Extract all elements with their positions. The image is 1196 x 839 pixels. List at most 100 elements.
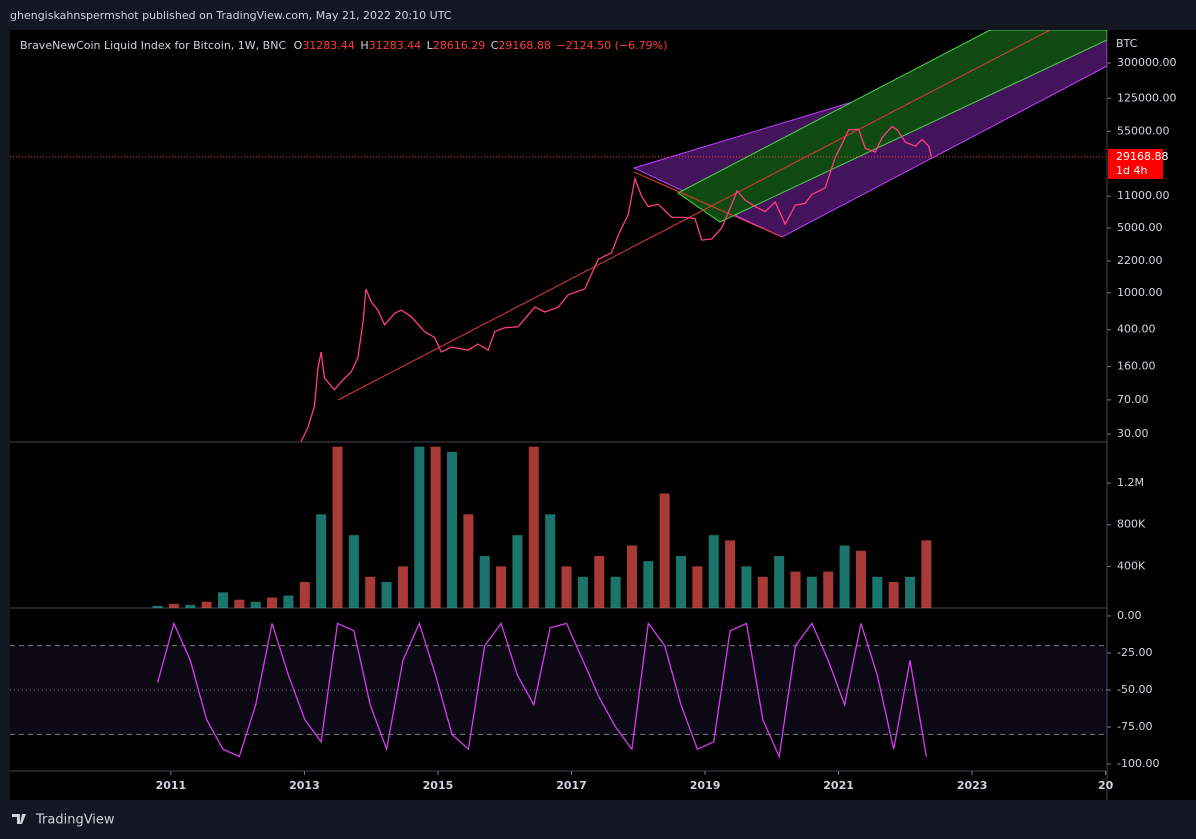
volume-bar <box>659 493 670 608</box>
volume-bar <box>741 566 752 608</box>
price-pane <box>10 125 1107 442</box>
volume-bar <box>872 576 883 608</box>
y-tick-label: 300000.00 <box>1117 56 1177 69</box>
volume-bar <box>447 451 458 608</box>
y-tick-label: 55000.00 <box>1117 124 1170 137</box>
pitchfork-handle <box>633 171 783 238</box>
volume-bar <box>921 540 932 608</box>
x-tick-label: 2023 <box>957 779 988 792</box>
y-tick-label: 11000.00 <box>1117 189 1170 202</box>
volume-bar <box>250 601 261 608</box>
volume-bar <box>168 603 179 608</box>
volume-bar <box>725 540 736 608</box>
y-tick-label: 160.00 <box>1117 360 1156 373</box>
publisher: ghengiskahnspermshot published on Tradin… <box>10 9 452 22</box>
volume-bar <box>839 545 850 608</box>
volume-bar <box>545 514 556 608</box>
volume-bar <box>283 595 294 608</box>
y-tick-label: 1000.00 <box>1117 286 1163 299</box>
volume-bar <box>528 446 539 608</box>
volume-pane <box>152 446 932 608</box>
y-tick-label: 0.00 <box>1117 609 1142 622</box>
currency: BTC <box>1116 37 1138 50</box>
volume-bar <box>905 576 916 608</box>
series-line <box>156 621 928 759</box>
volume-bar <box>397 566 408 608</box>
volume-bar <box>316 514 327 608</box>
pitchfork <box>337 30 1107 401</box>
volume-bar <box>577 576 588 608</box>
y-tick-label: -50.00 <box>1117 683 1152 696</box>
y-tick-label: 70.00 <box>1117 393 1149 406</box>
volume-bar <box>708 535 719 608</box>
last-price-badge <box>1108 148 1163 179</box>
volume-bar <box>692 566 703 608</box>
volume-bar <box>512 535 523 608</box>
y-tick-label: -75.00 <box>1117 720 1152 733</box>
last-price-label: 29168.88 <box>1116 150 1169 163</box>
x-tick-label: 2021 <box>823 779 854 792</box>
x-tick-label: 20 <box>1098 779 1114 792</box>
x-tick-label: 2015 <box>423 779 454 792</box>
volume-bar <box>152 605 163 608</box>
volume-bar <box>774 555 785 608</box>
time-axis <box>10 771 1107 800</box>
y-tick-label: 400.00 <box>1117 323 1156 336</box>
high: 31283.44 <box>369 39 422 52</box>
volume-bar <box>823 571 834 608</box>
y-tick-label: 30.00 <box>1117 427 1149 440</box>
volume-bar <box>348 535 359 608</box>
x-tick-label: 2013 <box>289 779 320 792</box>
brand: TradingView <box>35 813 115 828</box>
volume-bar <box>888 581 899 608</box>
volume-bar <box>201 601 212 608</box>
logo: TradingView <box>12 813 115 828</box>
volume-bar <box>234 599 245 608</box>
volume-bar <box>299 581 310 608</box>
volume-bar <box>790 571 801 608</box>
x-tick-label: 2017 <box>556 779 587 792</box>
inner-channel <box>677 30 1107 223</box>
y-tick-label: 125000.00 <box>1117 91 1177 104</box>
volume-bar <box>561 566 572 608</box>
volume-bar <box>643 561 654 608</box>
countdown: 1d 4h <box>1116 164 1147 177</box>
close-label: C <box>491 39 499 52</box>
volume-bar <box>430 446 441 608</box>
volume-bar <box>757 576 768 608</box>
y-tick-label: 1.2M <box>1117 476 1144 489</box>
volume-bar <box>594 555 605 608</box>
y-tick-label: 800K <box>1117 518 1146 531</box>
series-line <box>300 125 933 442</box>
legend: BraveNewCoin Liquid Index for Bitcoin, 1… <box>20 39 667 52</box>
x-tick-label: 2011 <box>156 779 187 792</box>
open-label: O <box>294 39 303 52</box>
x-tick-label: 2019 <box>690 779 721 792</box>
close: 29168.88 <box>498 39 551 52</box>
y-tick-label: -25.00 <box>1117 646 1152 659</box>
oscillator-pane <box>10 621 1107 759</box>
volume-bar <box>610 576 621 608</box>
logo-icon <box>12 814 26 824</box>
open: 31283.44 <box>302 39 355 52</box>
volume-bar <box>463 514 474 608</box>
volume-bar <box>626 545 637 608</box>
volume-bar <box>332 446 343 608</box>
volume-bar <box>414 446 425 608</box>
median-line <box>337 30 1051 401</box>
y-tick-label: 2200.00 <box>1117 254 1163 267</box>
low-label: L <box>427 39 434 52</box>
volume-bar <box>855 550 866 608</box>
change: −2124.50 (−6.79%) <box>556 39 667 52</box>
volume-bar <box>381 581 392 608</box>
y-tick-label: -100.00 <box>1117 757 1159 770</box>
volume-bar <box>806 576 817 608</box>
volume-bar <box>496 566 507 608</box>
high-label: H <box>360 39 368 52</box>
y-tick-label: 400K <box>1117 559 1146 572</box>
volume-bar <box>267 597 278 608</box>
volume-bar <box>185 604 196 608</box>
volume-bar <box>676 555 687 608</box>
volume-bar <box>217 592 228 608</box>
